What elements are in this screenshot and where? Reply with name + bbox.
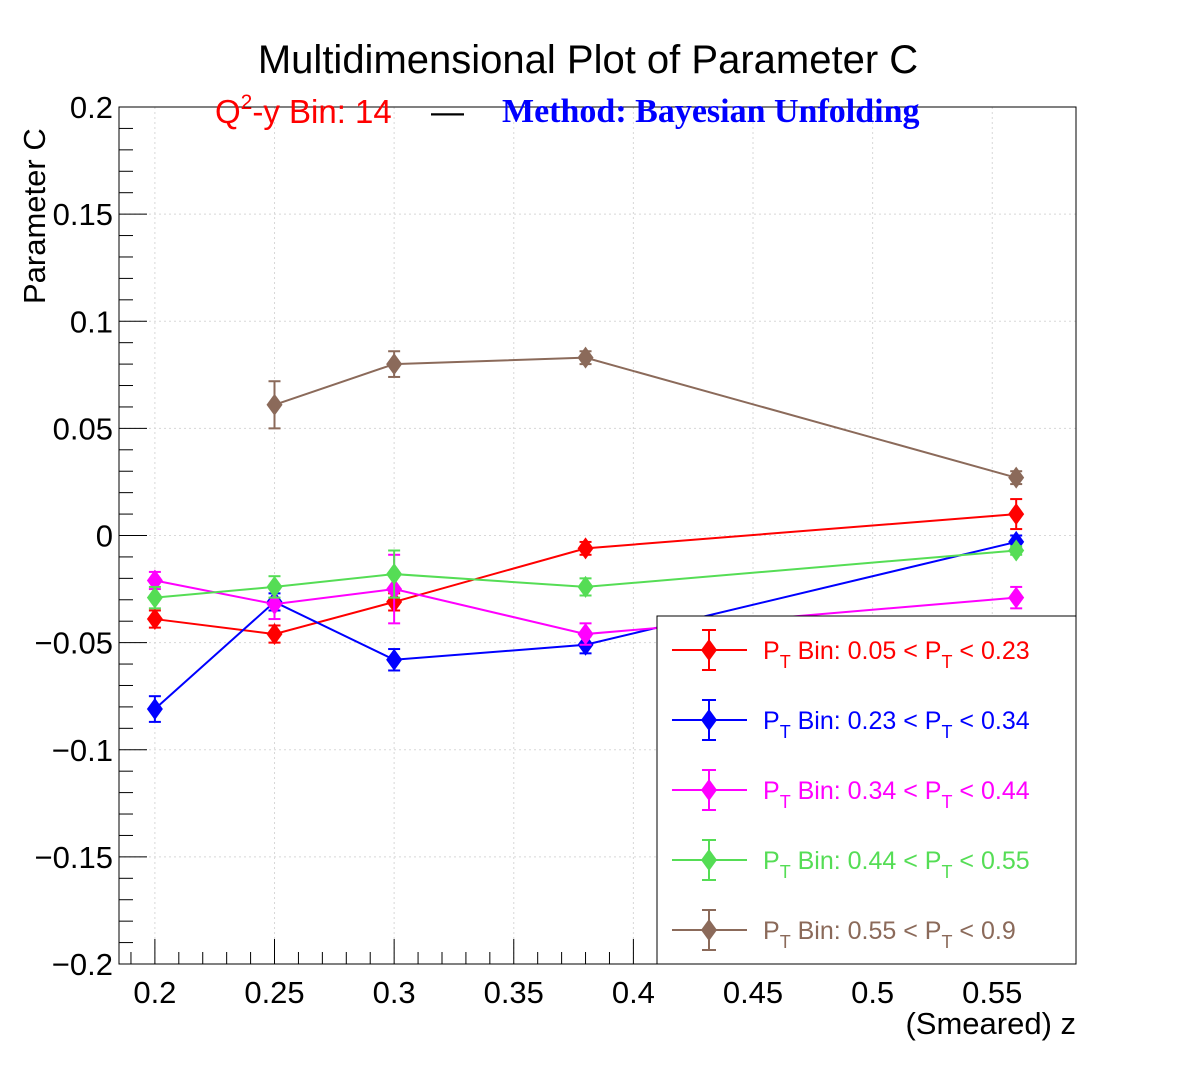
data-point — [577, 623, 594, 646]
x-tick-label: 0.5 — [851, 975, 894, 1010]
legend-text: Bin: 0.05 < P — [791, 637, 942, 665]
legend-entry-2: PT Bin: 0.23 < PT < 0.34 — [672, 699, 1030, 742]
legend-subscript: T — [941, 722, 952, 742]
legend-label: PT Bin: 0.34 < PT < 0.44 — [763, 777, 1030, 812]
data-point — [1008, 539, 1025, 562]
chart-subtitle: Q2-y Bin: 14 — [215, 91, 392, 130]
x-tick-label: 0.2 — [133, 975, 176, 1010]
legend-text: Bin: 0.44 < P — [791, 847, 942, 875]
legend-label: PT Bin: 0.44 < PT < 0.55 — [763, 847, 1030, 882]
legend-label: PT Bin: 0.05 < PT < 0.23 — [763, 637, 1030, 672]
y-tick-label: −0.1 — [52, 733, 113, 768]
data-point — [577, 537, 594, 560]
data-point — [1008, 503, 1025, 526]
legend-marker — [701, 639, 717, 661]
legend-marker — [701, 919, 717, 941]
series-5 — [266, 346, 1025, 489]
y-tick-label: −0.15 — [35, 840, 113, 875]
legend-text: < 0.34 — [952, 707, 1029, 735]
legend-text: P — [763, 847, 780, 875]
legend-entry-5: PT Bin: 0.55 < PT < 0.9 — [672, 909, 1016, 952]
subtitle-q2y-prefix: Q — [215, 93, 241, 130]
legend-subscript: T — [941, 862, 952, 882]
y-tick-label: 0.1 — [70, 304, 113, 339]
legend-marker — [701, 849, 717, 871]
legend-label: PT Bin: 0.23 < PT < 0.34 — [763, 707, 1030, 742]
legend-subscript: T — [941, 932, 952, 952]
legend-text: < 0.44 — [952, 777, 1029, 805]
y-tick-label: −0.2 — [52, 947, 113, 982]
subtitle-q2y-superscript: 2 — [241, 91, 253, 114]
legend-subscript: T — [941, 792, 952, 812]
y-tick-label: 0.2 — [70, 90, 113, 125]
x-tick-label: 0.3 — [373, 975, 416, 1010]
x-tick-labels: 0.2 0.25 0.3 0.35 0.4 0.45 0.5 0.55 — [133, 975, 1022, 1010]
data-point — [146, 698, 163, 721]
legend-entry-1: PT Bin: 0.05 < PT < 0.23 — [672, 629, 1030, 672]
legend-marker — [701, 709, 717, 731]
legend-label: PT Bin: 0.55 < PT < 0.9 — [763, 917, 1016, 952]
legend-text: < 0.23 — [952, 637, 1029, 665]
data-point — [1008, 586, 1025, 609]
y-tick-label: 0.15 — [53, 197, 113, 232]
legend-text: P — [763, 707, 780, 735]
legend-marker — [701, 779, 717, 801]
data-point — [266, 623, 283, 646]
legend-text: P — [763, 777, 780, 805]
y-tick-label: 0.05 — [53, 411, 113, 446]
y-axis-label: Parameter C — [17, 128, 52, 304]
series-layer — [146, 346, 1025, 723]
legend-text: P — [763, 637, 780, 665]
data-point — [386, 563, 403, 586]
legend-text: Bin: 0.55 < P — [791, 917, 942, 945]
data-point — [266, 575, 283, 598]
y-tick-label: 0 — [96, 519, 113, 554]
data-point — [146, 586, 163, 609]
legend-subscript: T — [941, 652, 952, 672]
x-tick-label: 0.35 — [484, 975, 544, 1010]
chart-title: Multidimensional Plot of Parameter C — [258, 38, 918, 82]
x-tick-label: 0.4 — [612, 975, 655, 1010]
legend-text: Bin: 0.23 < P — [791, 707, 942, 735]
subtitle-method: Method: Bayesian Unfolding — [502, 93, 920, 130]
legend-subscript: T — [780, 932, 791, 952]
data-point — [577, 575, 594, 598]
series-line — [274, 356, 1017, 479]
data-point — [577, 346, 594, 369]
data-point — [1008, 466, 1025, 489]
legend-text: < 0.55 — [952, 847, 1029, 875]
legend-subscript: T — [780, 722, 791, 742]
subtitle-separator: — — [431, 93, 464, 130]
data-point — [266, 393, 283, 416]
data-point — [386, 648, 403, 671]
legend-text: < 0.9 — [952, 917, 1015, 945]
legend-text: Bin: 0.34 < P — [791, 777, 942, 805]
legend-subscript: T — [780, 862, 791, 882]
legend-subscript: T — [780, 652, 791, 672]
series-4 — [146, 539, 1025, 610]
x-tick-label: 0.25 — [244, 975, 304, 1010]
legend-entry-4: PT Bin: 0.44 < PT < 0.55 — [672, 839, 1030, 882]
y-tick-label: −0.05 — [35, 626, 113, 661]
subtitle-q2y-bin: -y Bin: 14 — [252, 93, 391, 130]
y-tick-labels: 0.2 0.15 0.1 0.05 0 −0.05 −0.1 −0.15 −0.2 — [35, 90, 113, 982]
x-tick-label: 0.55 — [962, 975, 1022, 1010]
legend-subscript: T — [780, 792, 791, 812]
legend-entry-3: PT Bin: 0.34 < PT < 0.44 — [672, 769, 1030, 812]
data-point — [386, 353, 403, 376]
x-tick-label: 0.45 — [723, 975, 783, 1010]
x-axis-label: (Smeared) z — [905, 1006, 1076, 1041]
legend-text: P — [763, 917, 780, 945]
data-point — [146, 608, 163, 631]
